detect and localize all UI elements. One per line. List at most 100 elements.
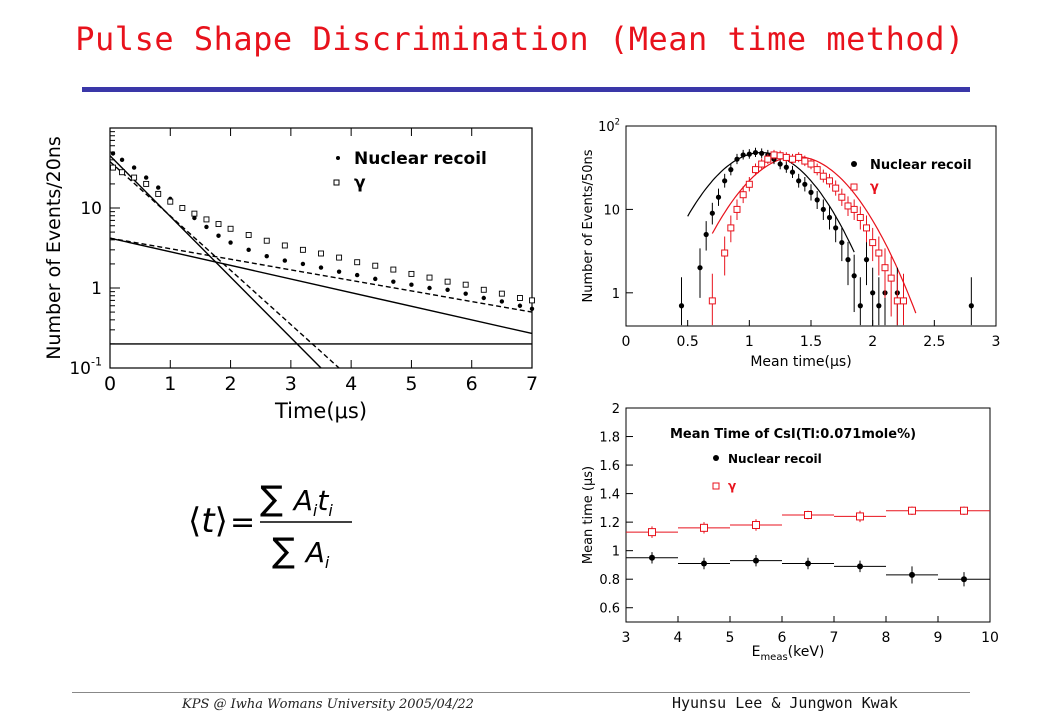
x-tick-label: 8 [882,630,891,646]
gamma-point [826,177,833,185]
gamma-point [838,193,846,201]
footer-authors: Hyunsu Lee & Jungwon Kwak [672,694,898,712]
nuclear-recoil-point [678,303,685,309]
mean-time-formula: ⟨t⟩ = ∑ Aiti ∑ Ai [188,479,352,572]
gamma-point [881,264,889,272]
gamma-point [191,210,198,217]
gamma-point [850,205,858,213]
nuclear-recoil-point [722,178,728,184]
gamma-point [390,266,397,273]
gamma-point [721,249,729,257]
gamma-point [408,270,415,277]
x-tick-label: 1.5 [800,334,822,350]
gamma-point [960,506,968,515]
gamma-point [245,232,252,238]
gamma-point [908,506,916,515]
nuclear-recoil-point [876,303,882,309]
x-tick-label: 0.5 [677,334,699,350]
gamma-point [875,249,883,257]
gamma-point [318,250,324,257]
y-tick-label: 1.6 [599,459,620,474]
gamma-point [444,278,451,285]
legend-nuclear-marker [713,455,719,461]
nuclear-recoil-point [728,167,734,173]
nuclear-recoil-point [961,576,967,583]
legend-gamma-marker [333,179,340,186]
gamma-point [819,172,827,180]
nuclear-recoil-point [740,152,746,158]
legend-gamma-label: γ [870,180,879,195]
gamma-point [700,523,708,532]
nuclear-recoil-point [143,175,149,180]
y-tick-label: 2 [612,402,620,417]
gamma-point [516,295,523,301]
nuclear-recoil-point [857,303,863,309]
x-tick-label: 4 [674,630,683,646]
nuclear-recoil-point [845,257,851,263]
x-tick-label: 3 [285,373,297,395]
nuclear-recoil-point [746,151,752,157]
gamma-point [179,205,186,211]
y-tick-label: 1.4 [599,488,620,503]
nuclear-recoil-point [805,560,811,567]
gamma-point [887,274,895,282]
gamma-point [804,511,812,519]
gamma-point [869,239,877,247]
nuclear-recoil-point [802,181,808,187]
nuclear-recoil-point [373,276,378,282]
nuclear-recoil-point [156,185,161,190]
formula-denominator: ∑ Ai [272,531,330,572]
fit-line [109,237,533,335]
gamma-point [336,254,343,261]
x-tick-label: 1 [164,373,176,395]
x-tick-label: 6 [466,373,478,395]
gamma-point [795,153,803,161]
x-tick-label: 5 [726,630,735,646]
legend-gamma-marker [850,183,858,191]
chart-time-distribution: 0 1 2 3 4 5 6 7 10-1 1 10 Time(μs) Number of Events/… [43,127,538,423]
gamma-point [813,166,821,174]
legend-gamma-label: γ [354,173,366,193]
gamma-point [770,151,778,159]
x-tick-label: 2.5 [923,334,945,350]
x-tick-label: 2 [868,334,877,350]
fit-line [109,161,340,369]
gamma-point [745,180,753,188]
gamma-point [263,237,270,244]
nuclear-recoil-point [649,554,655,561]
nuclear-recoil-point [968,303,974,309]
nuclear-recoil-point [391,279,396,284]
nuclear-recoil-point [264,253,269,259]
formula-lhs: ⟨t⟩ [188,501,228,541]
y-tick-label: 1.2 [599,516,620,531]
nuclear-recoil-point [282,258,288,263]
gamma-point [281,242,288,249]
nuclear-recoil-point [777,161,783,167]
y-axis-label: Mean time (μs) [581,466,596,564]
gamma-point [782,153,790,161]
gamma-point [893,297,901,305]
x-tick-label: 0 [622,334,631,350]
nuclear-recoil-point [409,282,414,287]
nuclear-recoil-point [753,557,759,564]
y-axis-label: Number of Events/50ns [581,149,596,302]
nuclear-recoil-point [783,164,789,170]
x-tick-label: 0 [104,373,116,395]
gamma-point [776,152,784,160]
gamma-point [299,246,306,253]
gamma-point [110,164,116,171]
nuclear-recoil-point [701,560,707,567]
legend-nuclear-marker [336,156,340,160]
nuclear-recoil-point [808,189,814,195]
nuclear-recoil-point [734,156,740,162]
nuclear-recoil-point [318,265,324,270]
nuclear-recoil-point [820,206,826,213]
gamma-point [856,512,864,521]
nuclear-recoil-point [246,247,251,253]
y-tick-label: 10 [603,203,620,218]
gamma-point [801,157,809,165]
formula-numerator: ∑ Aiti [260,479,333,520]
nuclear-recoil-point [228,240,233,245]
y-tick-label: 1 [91,279,102,299]
x-tick-label: 1 [745,334,754,350]
